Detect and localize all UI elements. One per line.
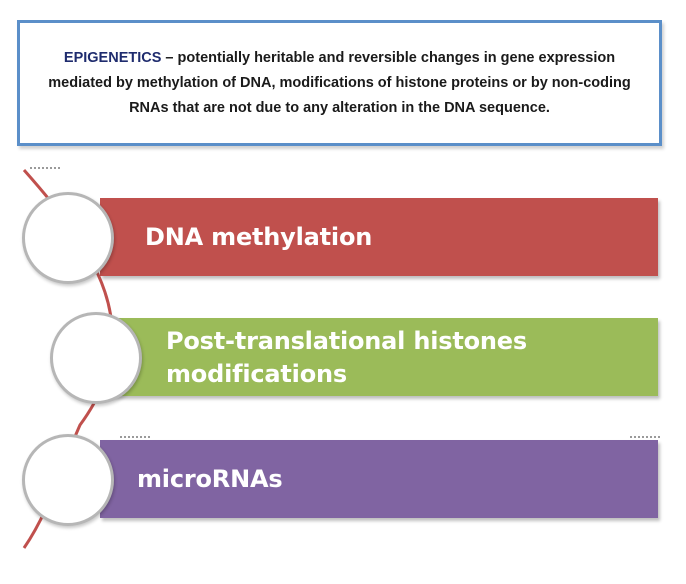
definition-box: EPIGENETICS – potentially heritable and … [17,20,662,146]
bar-dna-methylation [100,198,658,276]
definition-body: – potentially heritable and reversible c… [48,49,631,116]
label-dna-methylation: DNA methylation [145,223,373,251]
circle-marker-histone-modifications [50,312,142,404]
definition-term: EPIGENETICS [63,49,162,66]
label-histone-modifications-line2: modifications [166,360,347,388]
dotted-divider [30,167,60,169]
dotted-divider [120,436,150,438]
circle-marker-dna-methylation [22,192,114,284]
dotted-divider [630,436,660,438]
label-micrornas: microRNAs [137,465,283,493]
bar-micrornas [100,440,658,518]
label-histone-modifications-line1: Post-translational histones [166,327,527,355]
circle-marker-micrornas [22,434,114,526]
bar-histone-modifications [100,318,658,396]
definition-text: EPIGENETICS – potentially heritable and … [35,46,645,121]
